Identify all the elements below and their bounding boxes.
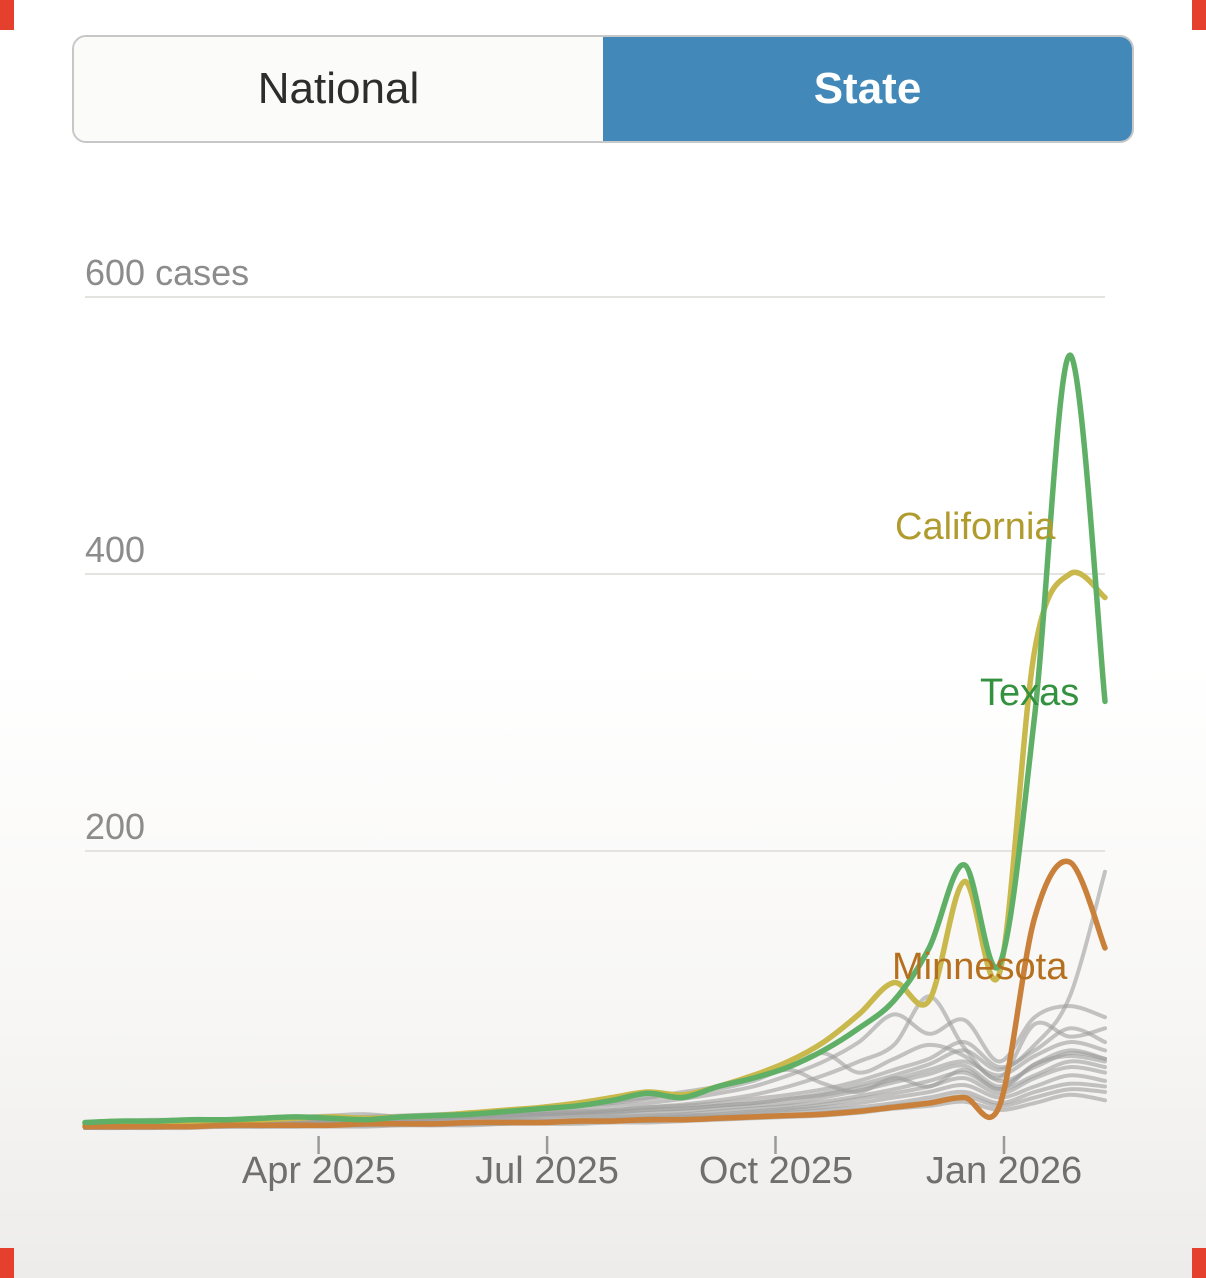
x-axis-label-apr-2025: Apr 2025	[241, 1150, 397, 1192]
x-axis-label-jul-2025: Jul 2025	[475, 1150, 619, 1192]
toggle-national-button[interactable]: National	[74, 37, 603, 141]
series-label-texas: Texas	[980, 672, 1080, 714]
x-axis-label-jan-2026: Jan 2026	[925, 1150, 1083, 1192]
series-label-california: California	[895, 506, 1056, 548]
x-axis-label-oct-2025: Oct 2025	[698, 1150, 854, 1192]
corner-marker-top-right	[1192, 0, 1206, 30]
view-toggle: National State	[72, 35, 1134, 143]
corner-marker-bottom-left	[0, 1248, 14, 1278]
corner-marker-top-left	[0, 0, 14, 30]
y-axis-label-600: 600 cases	[85, 252, 250, 293]
y-axis-label-400: 400	[85, 529, 146, 570]
toggle-state-button[interactable]: State	[603, 37, 1132, 141]
corner-marker-bottom-right	[1192, 1248, 1206, 1278]
series-label-minnesota: Minnesota	[892, 946, 1068, 988]
y-axis-label-200: 200	[85, 806, 146, 847]
